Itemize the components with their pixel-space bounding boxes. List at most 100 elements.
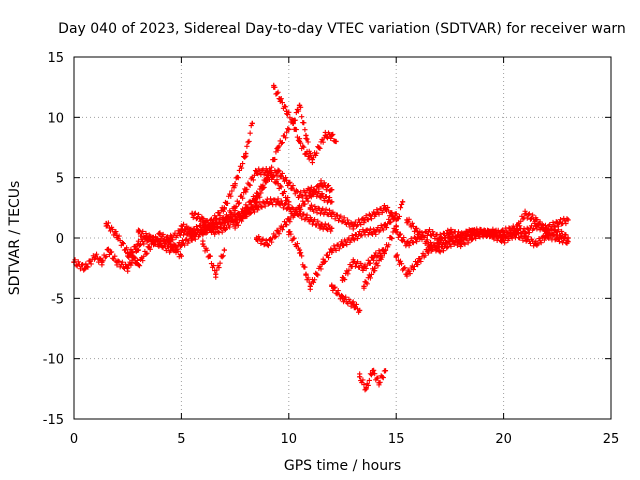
data-point (307, 193, 313, 199)
data-point (415, 229, 421, 235)
data-point (275, 229, 281, 235)
series-track-p (307, 202, 399, 232)
data-point (565, 217, 571, 223)
data-point (322, 132, 328, 139)
data-point (275, 181, 281, 187)
data-point (361, 265, 367, 271)
data-point (243, 150, 249, 157)
data-point (404, 217, 410, 223)
data-point (103, 220, 109, 227)
y-tick-label: 10 (47, 111, 64, 126)
data-point (290, 120, 296, 126)
series-track-h (232, 126, 292, 231)
series-track-i (253, 178, 335, 249)
data-point (339, 241, 346, 247)
data-point (200, 229, 206, 235)
data-point (125, 265, 131, 271)
data-point (533, 217, 539, 223)
data-point (393, 229, 399, 235)
data-point (318, 193, 324, 199)
data-point (200, 217, 206, 223)
data-point (458, 235, 464, 241)
data-point (253, 235, 260, 241)
data-point (206, 253, 212, 259)
series-track-k (290, 102, 313, 157)
data-point (221, 217, 227, 223)
data-point (361, 283, 367, 289)
data-point (393, 217, 399, 223)
data-point (339, 277, 346, 283)
data-point (253, 169, 260, 175)
data-point (404, 241, 410, 247)
data-point (554, 235, 560, 241)
data-point (339, 295, 346, 301)
data-point (249, 120, 255, 126)
series-track-g (200, 238, 227, 280)
data-point (275, 199, 281, 205)
data-point (468, 229, 474, 235)
data-point (316, 144, 322, 151)
data-point (99, 259, 105, 265)
data-point (82, 265, 88, 271)
data-point (372, 253, 378, 259)
data-point (296, 247, 303, 253)
data-point (92, 253, 99, 259)
data-point (114, 232, 120, 239)
data-point (400, 199, 406, 205)
data-point (221, 205, 227, 211)
data-point (565, 235, 571, 241)
data-point (286, 229, 292, 235)
data-point (135, 241, 142, 247)
data-point (314, 271, 320, 277)
data-point (189, 211, 195, 217)
data-point (168, 241, 174, 247)
data-point (243, 187, 249, 193)
data-point (333, 138, 339, 145)
data-point (307, 217, 313, 223)
data-point (522, 211, 528, 217)
data-point (393, 253, 399, 259)
data-point (189, 229, 195, 235)
data-point (490, 229, 496, 235)
data-point (404, 271, 410, 277)
data-point (125, 253, 131, 259)
y-tick-label: 15 (47, 51, 64, 66)
data-point (447, 235, 453, 241)
data-point (286, 181, 292, 187)
y-tick-label: 0 (56, 232, 64, 247)
data-point (382, 247, 389, 253)
y-tick-label: -15 (43, 413, 64, 428)
x-axis-label: GPS time / hours (284, 458, 401, 474)
data-point (232, 181, 238, 187)
data-point (372, 265, 378, 271)
tick-layer: 0 5 10 15 20 25 -15 -10 -5 0 5 10 15 (43, 51, 620, 447)
data-point (350, 259, 356, 265)
y-tick-label: 5 (56, 172, 64, 187)
data-point (243, 211, 249, 217)
data-point (178, 223, 184, 229)
data-point (329, 225, 335, 231)
data-point (369, 368, 376, 374)
data-point (303, 271, 309, 277)
data-point (277, 96, 283, 102)
data-point (376, 380, 382, 386)
data-point (296, 205, 303, 211)
data-point (146, 235, 152, 241)
data-point (200, 241, 206, 247)
chart-title: Day 040 of 2023, Sidereal Day-to-day VTE… (58, 21, 626, 37)
data-point (275, 144, 281, 151)
series-track-m (329, 282, 363, 315)
data-point (350, 223, 356, 229)
data-point (361, 229, 367, 235)
data-point (221, 247, 227, 253)
x-tick-label: 15 (388, 432, 405, 447)
data-point (501, 237, 507, 244)
data-point (554, 229, 560, 235)
data-point (501, 232, 507, 239)
data-point (296, 138, 303, 145)
data-point (284, 108, 290, 114)
data-point (286, 217, 292, 223)
data-point (168, 247, 174, 253)
data-point (211, 229, 217, 235)
data-point (329, 211, 335, 217)
